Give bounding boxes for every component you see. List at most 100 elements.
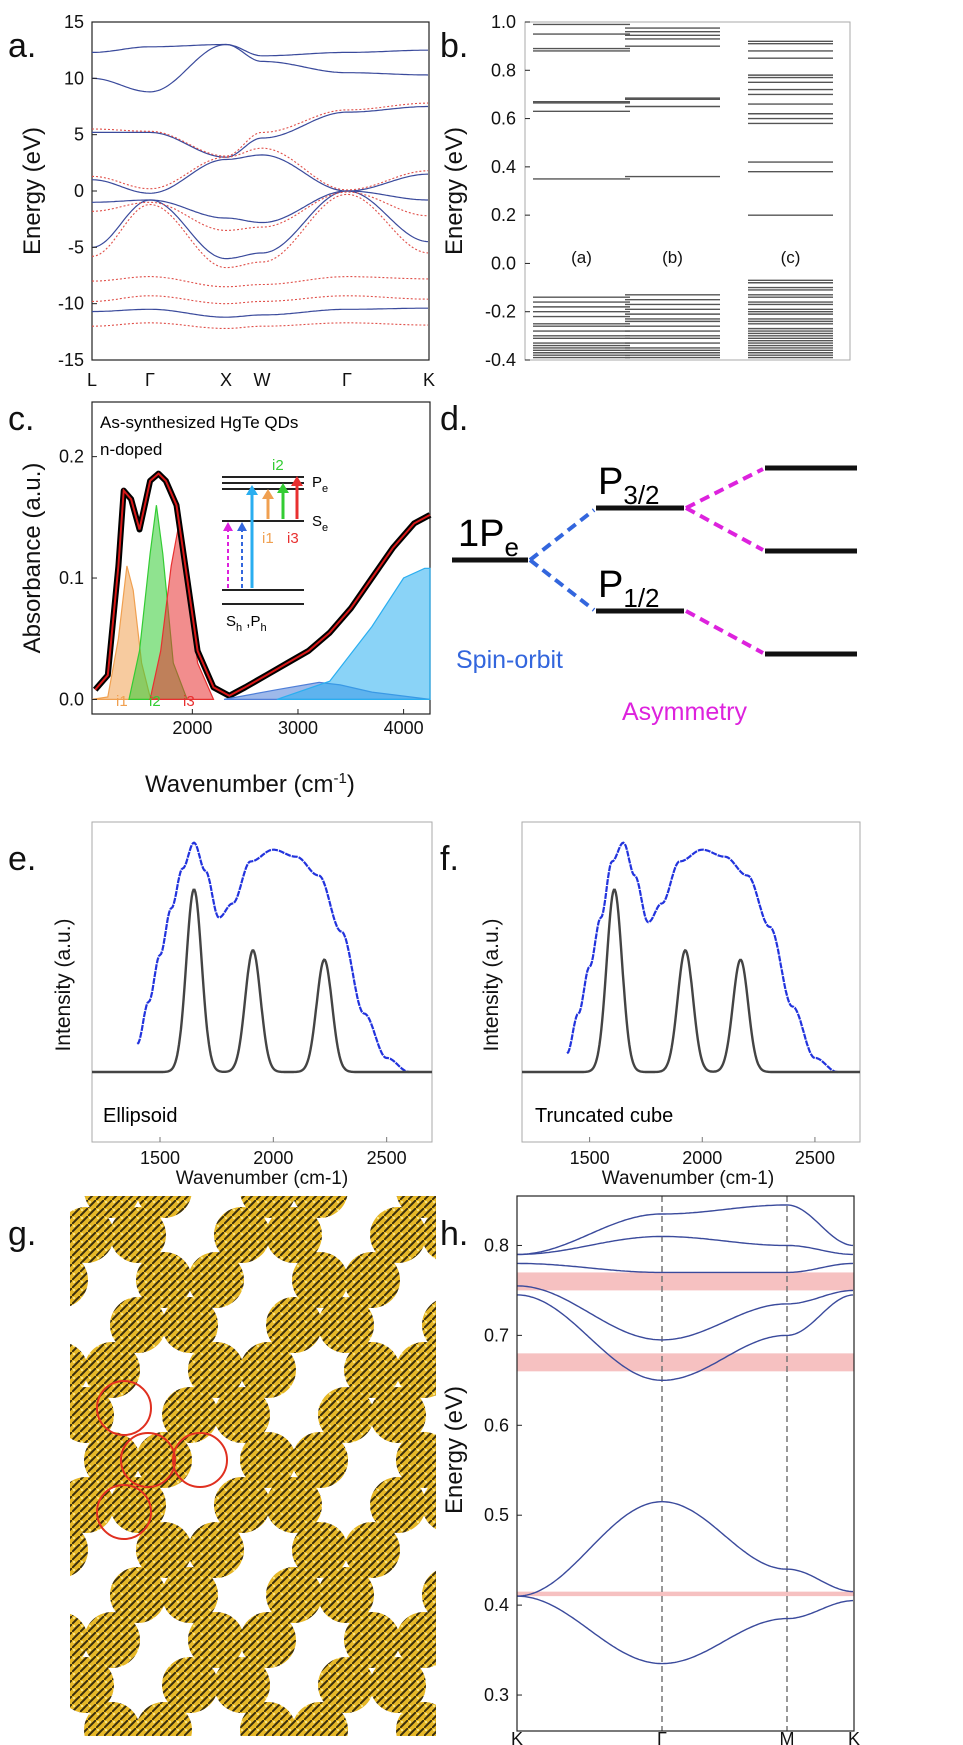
ytick-label: 0.7 xyxy=(484,1325,509,1345)
band-blue-3 xyxy=(91,154,429,194)
absorbance-fit xyxy=(94,472,431,697)
calculated-spectrum xyxy=(522,888,860,1074)
nanocrystal xyxy=(214,1387,270,1443)
panel-g-lattice xyxy=(70,1196,436,1736)
inset-arrowhead-blue xyxy=(237,522,247,531)
dash-as-2 xyxy=(685,506,764,552)
nanocrystal xyxy=(396,1702,436,1736)
xtick-label: L xyxy=(87,370,97,390)
nanocrystal xyxy=(266,1567,322,1623)
nanocrystal xyxy=(70,1657,114,1713)
nanocrystal xyxy=(422,1570,436,1620)
inset-arrowhead-i2 xyxy=(277,483,289,493)
nanocrystal xyxy=(396,1612,436,1668)
nanocrystal xyxy=(318,1387,374,1443)
xtick-label: K xyxy=(511,1729,523,1745)
ytick-label: -0.4 xyxy=(485,350,516,370)
dash-so-lower xyxy=(528,558,596,612)
band-conduction-5 xyxy=(517,1204,854,1256)
dash-as-1 xyxy=(685,467,764,510)
nanocrystal xyxy=(292,1522,348,1578)
panel-label-d: d. xyxy=(440,400,468,438)
panel-c-title: As-synthesized HgTe QDs xyxy=(100,413,298,432)
xtick-label: 2500 xyxy=(367,1148,407,1168)
nanocrystal xyxy=(70,1253,88,1307)
nanocrystal xyxy=(214,1477,270,1533)
panel-h-frame xyxy=(516,1195,855,1732)
band-blue-5 xyxy=(91,190,429,260)
nanocrystal xyxy=(422,1210,436,1260)
xtick-label: X xyxy=(220,370,232,390)
nanocrystal xyxy=(422,1480,436,1530)
band-red-3 xyxy=(91,193,429,269)
band-red-5 xyxy=(92,295,429,305)
label-spin-orbit: Spin-orbit xyxy=(456,646,563,674)
nanocrystal xyxy=(110,1207,166,1263)
panel-c-yticks: 0.0 0.1 0.2 xyxy=(59,447,97,709)
inset-label-sh-ph: Sh ,Ph xyxy=(226,613,267,634)
nanocrystal xyxy=(188,1522,244,1578)
panel-g-highlight xyxy=(96,1380,228,1540)
nanocrystal xyxy=(266,1297,322,1353)
panel-c-xticks: 2000 3000 4000 xyxy=(172,709,424,738)
nanocrystal xyxy=(396,1342,436,1398)
band-blue-0 xyxy=(92,43,428,57)
panel-c-chart: 0.0 0.1 0.2 2000 3000 4000 As-synthesized Hg… xyxy=(19,401,432,798)
ytick-label: 10 xyxy=(64,68,84,88)
band-red-0 xyxy=(92,102,428,157)
nanocrystal xyxy=(84,1342,140,1398)
ytick-label: 0.5 xyxy=(484,1505,509,1525)
band-conduction-1 xyxy=(517,1294,854,1381)
nanocrystal xyxy=(318,1657,374,1713)
highlight-circle-1 xyxy=(96,1380,152,1436)
nanocrystal xyxy=(162,1657,218,1713)
xtick-label: M xyxy=(780,1729,795,1745)
nanocrystal xyxy=(318,1567,374,1623)
nanocrystal xyxy=(136,1702,192,1736)
panel-c-frame xyxy=(91,401,431,715)
panel-a-bands xyxy=(91,43,429,330)
nanocrystal xyxy=(70,1387,114,1443)
panel-a-chart: 15 10 5 0 -5 -10 -15 L Γ X W Γ K Energy (eV) xyxy=(19,12,435,390)
band-red-1 xyxy=(92,147,429,191)
xtick-label: 1500 xyxy=(570,1148,610,1168)
band-blue-6 xyxy=(91,307,428,318)
ytick-label: 0.1 xyxy=(59,568,84,588)
experimental-spectrum xyxy=(136,841,410,1074)
label-1pe: 1Pe xyxy=(458,513,519,562)
panel-label-h: h. xyxy=(440,1215,468,1253)
nanocrystal xyxy=(396,1432,436,1488)
nanocrystal xyxy=(70,1477,114,1533)
panel-h-chart: 0.8 0.7 0.6 0.5 0.4 0.3 K Γ M K Energy (eV) xyxy=(441,1195,860,1745)
nanocrystal xyxy=(344,1252,400,1308)
highlight-circle-2 xyxy=(120,1432,176,1488)
ytick-label: 0.2 xyxy=(59,447,84,467)
band-valence-upper xyxy=(517,1501,854,1597)
nanocrystal xyxy=(188,1252,244,1308)
inset-label-i2: i2 xyxy=(272,457,284,474)
panel-label-e: e. xyxy=(8,840,36,878)
ytick-label: 0.0 xyxy=(59,689,84,709)
nanocrystal xyxy=(188,1342,244,1398)
panel-c-inset-diagram: Pe Se Sh ,Ph i1 i2 i3 xyxy=(222,457,328,634)
panel-e-frame xyxy=(91,821,433,1143)
panel-a-ylabel: Energy (eV) xyxy=(19,127,46,255)
ytick-label: -5 xyxy=(68,237,84,257)
nanocrystal xyxy=(344,1342,400,1398)
inset-label-pe: Pe xyxy=(312,474,328,495)
ytick-label: 0.8 xyxy=(484,1235,509,1255)
ytick-label: 0 xyxy=(74,181,84,201)
panel-e-legend: Ellipsoid xyxy=(103,1105,177,1127)
panel-label-b: b. xyxy=(440,27,468,65)
panel-label-a: a. xyxy=(8,27,36,65)
panel-f-xlabel: Wavenumber (cm-1) xyxy=(602,1168,774,1189)
panel-h-ylabel: Energy (eV) xyxy=(441,1386,468,1514)
xtick-label: W xyxy=(254,370,271,390)
inset-label-i3: i3 xyxy=(287,530,299,547)
band-red-4 xyxy=(92,276,428,288)
dash-so-upper xyxy=(528,508,596,562)
nanocrystal xyxy=(84,1702,140,1736)
dash-as-3 xyxy=(685,609,764,655)
panel-c-curves xyxy=(91,470,432,700)
